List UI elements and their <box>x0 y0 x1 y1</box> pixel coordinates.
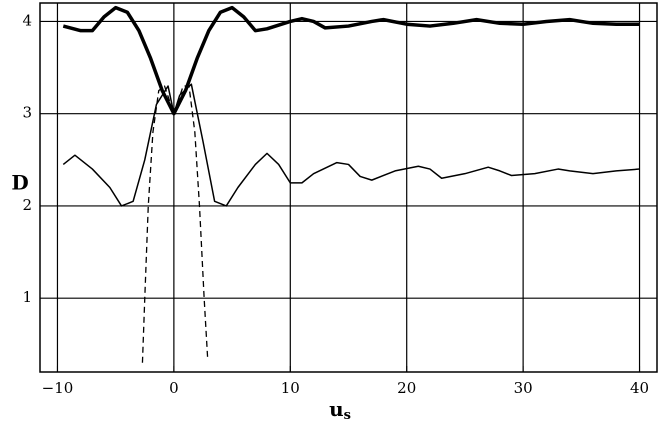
plot-frame <box>39 2 658 373</box>
y-tick-label: 2 <box>22 196 32 214</box>
y-tick-label: 1 <box>22 288 32 306</box>
x-tick-label: 40 <box>630 379 649 397</box>
x-axis-label-main: u <box>329 397 344 421</box>
data-line <box>141 85 209 363</box>
y-tick-label: 4 <box>22 11 32 29</box>
x-tick-label: 30 <box>514 379 533 397</box>
y-axis-label: D <box>11 171 28 195</box>
x-tick-label: −10 <box>42 379 74 397</box>
y-tick-label: 3 <box>22 104 32 122</box>
x-tick-label: 10 <box>281 379 300 397</box>
x-tick-label: 20 <box>397 379 416 397</box>
data-line <box>62 83 640 207</box>
x-axis-label-sub: s <box>344 408 351 423</box>
x-axis-label: us <box>329 397 351 423</box>
data-line <box>62 5 640 116</box>
x-tick-label: 0 <box>169 379 179 397</box>
